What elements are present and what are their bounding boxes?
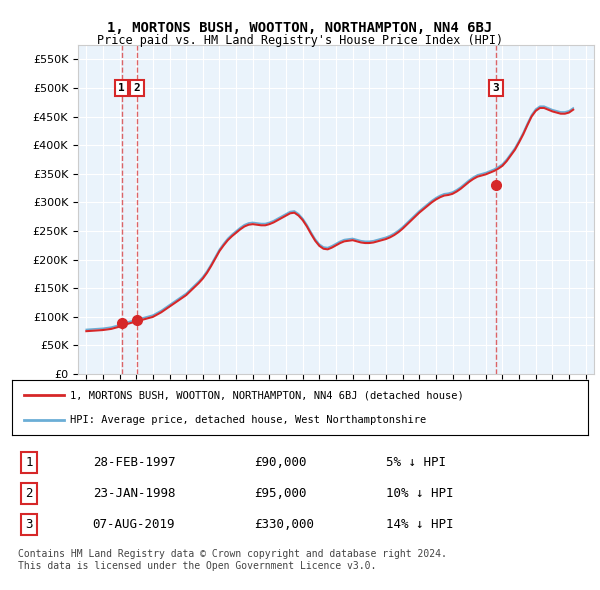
Text: 14% ↓ HPI: 14% ↓ HPI — [386, 518, 454, 531]
Text: 2: 2 — [134, 83, 140, 93]
Text: This data is licensed under the Open Government Licence v3.0.: This data is licensed under the Open Gov… — [18, 560, 376, 571]
Text: 1, MORTONS BUSH, WOOTTON, NORTHAMPTON, NN4 6BJ (detached house): 1, MORTONS BUSH, WOOTTON, NORTHAMPTON, N… — [70, 391, 463, 401]
Text: £90,000: £90,000 — [254, 456, 307, 469]
Text: HPI: Average price, detached house, West Northamptonshire: HPI: Average price, detached house, West… — [70, 415, 426, 425]
Text: 28-FEB-1997: 28-FEB-1997 — [92, 456, 175, 469]
Text: 10% ↓ HPI: 10% ↓ HPI — [386, 487, 454, 500]
Text: 07-AUG-2019: 07-AUG-2019 — [92, 518, 175, 531]
Text: £330,000: £330,000 — [254, 518, 314, 531]
Text: Price paid vs. HM Land Registry's House Price Index (HPI): Price paid vs. HM Land Registry's House … — [97, 34, 503, 47]
Text: 3: 3 — [493, 83, 499, 93]
Text: 3: 3 — [26, 518, 33, 531]
Text: 2: 2 — [26, 487, 33, 500]
Text: 1, MORTONS BUSH, WOOTTON, NORTHAMPTON, NN4 6BJ: 1, MORTONS BUSH, WOOTTON, NORTHAMPTON, N… — [107, 21, 493, 35]
Text: £95,000: £95,000 — [254, 487, 307, 500]
Text: 1: 1 — [118, 83, 125, 93]
Text: Contains HM Land Registry data © Crown copyright and database right 2024.: Contains HM Land Registry data © Crown c… — [18, 549, 447, 559]
Text: 5% ↓ HPI: 5% ↓ HPI — [386, 456, 446, 469]
Text: 1: 1 — [26, 456, 33, 469]
Text: 23-JAN-1998: 23-JAN-1998 — [92, 487, 175, 500]
